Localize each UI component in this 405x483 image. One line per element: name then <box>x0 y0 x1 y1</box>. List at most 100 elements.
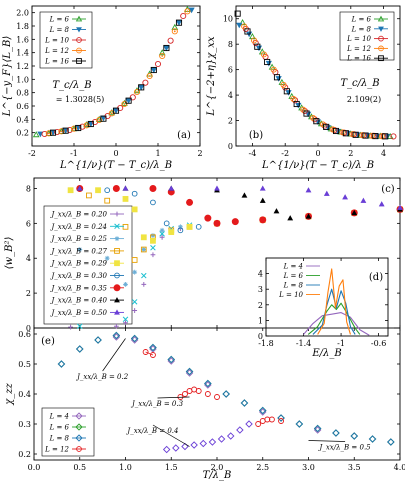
panel-e-annotation: J_xx/λ_B = 0.5 <box>318 444 372 452</box>
y-tick-label: 1.2 <box>16 62 29 71</box>
legend-marker <box>114 309 120 315</box>
data-point <box>159 52 166 60</box>
panel-b-xlabel: L^{1/ν}(T − T_c)/λ_B <box>261 160 374 171</box>
data-point <box>283 88 290 95</box>
data-point <box>188 7 195 14</box>
data-point <box>150 67 157 74</box>
legend-label: L = 12 <box>346 45 371 53</box>
y-tick-label: 0 <box>228 142 233 151</box>
x-tick-label: 0.0 <box>28 463 41 472</box>
x-tick-label: 1.5 <box>165 463 178 472</box>
x-tick-label: 0.5 <box>73 463 86 472</box>
data-point <box>146 72 153 80</box>
data-point <box>87 121 94 128</box>
y-tick-label: 0 <box>258 332 263 341</box>
legend-marker <box>75 434 83 442</box>
legend-label: L = 8 <box>49 435 70 443</box>
data-point <box>387 438 395 446</box>
data-point <box>94 336 102 344</box>
data-point <box>313 118 320 125</box>
data-point <box>140 246 147 253</box>
legend-marker <box>76 37 82 43</box>
data-point <box>240 399 249 407</box>
data-point <box>76 185 83 191</box>
data-point <box>186 198 194 206</box>
data-point <box>75 124 82 132</box>
data-point <box>41 130 48 138</box>
data-point <box>141 281 147 287</box>
data-point <box>138 84 145 91</box>
data-point <box>163 45 170 52</box>
panel-d-frame <box>265 257 389 337</box>
legend-label: J_xx/λ_B = 0.25 <box>49 235 107 243</box>
data-point <box>240 399 249 407</box>
data-point <box>214 185 220 191</box>
data-point <box>150 199 156 206</box>
data-point <box>168 229 175 235</box>
data-point <box>204 379 212 388</box>
data-point <box>386 132 394 139</box>
y-tick-label: 1 <box>258 316 263 325</box>
data-point <box>382 133 389 140</box>
data-point <box>142 349 149 355</box>
data-point <box>131 190 138 197</box>
legend-label: L = 12 <box>44 47 69 55</box>
data-point <box>259 406 267 415</box>
data-point <box>57 360 66 368</box>
data-point <box>372 133 379 140</box>
legend-label: J_xx/λ_B = 0.27 <box>49 247 107 255</box>
data-point <box>123 320 128 326</box>
data-point <box>132 308 138 313</box>
data-point <box>70 125 78 132</box>
data-point <box>181 442 189 451</box>
data-point <box>76 345 84 353</box>
panel-b-ylabel: L^{−2+η}χ_xx <box>206 36 217 117</box>
data-point <box>54 128 61 136</box>
data-point <box>172 444 180 452</box>
x-tick-label: 1 <box>155 149 160 158</box>
y-tick-label: 2.0 <box>16 9 29 18</box>
data-point <box>368 435 377 443</box>
series-line <box>303 312 370 336</box>
legend-label: J_xx/λ_B = 0.50 <box>49 309 107 317</box>
legend-marker <box>75 423 83 431</box>
series-line <box>307 302 361 335</box>
data-point <box>360 197 367 203</box>
data-point <box>163 220 170 227</box>
data-point <box>150 237 156 244</box>
annotation-arrow <box>152 424 190 447</box>
x-tick-label: 4.0 <box>394 463 405 472</box>
data-point <box>140 234 147 241</box>
legend-label: J_xx/λ_B = 0.24 <box>49 223 107 231</box>
data-point <box>275 76 282 82</box>
data-point <box>208 438 217 446</box>
data-point <box>67 187 74 194</box>
data-point <box>45 130 52 137</box>
legend-label: L = 12 <box>44 446 69 454</box>
panel-e-annotation: J_xx/λ_B = 0.3 <box>130 400 184 408</box>
data-point <box>264 58 271 66</box>
legend-marker <box>114 272 120 279</box>
legend-label: L = 6 <box>49 424 70 432</box>
legend-label: L = 16 <box>44 58 69 66</box>
data-point <box>129 94 136 101</box>
legend-label: L = 6 <box>283 272 304 280</box>
data-point <box>323 123 330 130</box>
data-point <box>94 336 102 344</box>
y-tick-label: 0.4 <box>18 390 31 399</box>
panel-a-label: (a) <box>177 130 191 141</box>
data-point <box>104 197 111 204</box>
x-tick-label: -1 <box>70 149 78 158</box>
legend-label: L = 10 <box>44 37 69 45</box>
y-tick-label: 0 <box>26 324 31 333</box>
data-point <box>217 435 226 443</box>
y-tick-label: 0.2 <box>18 450 31 459</box>
x-tick-label: -1.4 <box>296 339 311 348</box>
data-point <box>214 394 220 400</box>
y-tick-label: 1.6 <box>16 35 29 44</box>
data-point <box>295 420 304 428</box>
legend-marker <box>75 15 83 22</box>
y-tick-label: 2 <box>258 301 263 310</box>
data-point <box>240 399 249 407</box>
